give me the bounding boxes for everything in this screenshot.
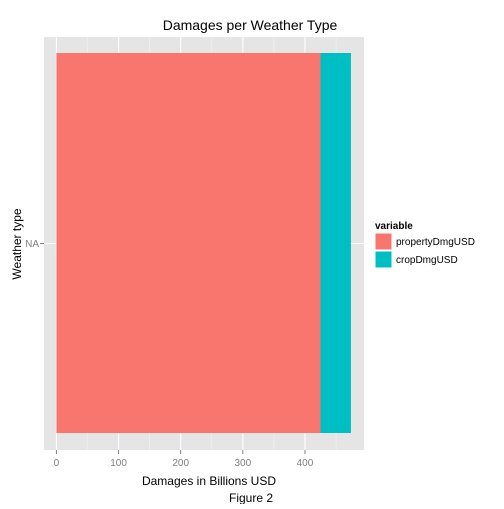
x-tick-label: 0 xyxy=(54,458,60,469)
legend: variable propertyDmgUSD cropDmgUSD xyxy=(374,221,475,269)
chart-title: Damages per Weather Type xyxy=(163,17,338,33)
x-tick-label: 400 xyxy=(297,458,314,469)
x-tick-label: 100 xyxy=(110,458,127,469)
x-tick-label: 300 xyxy=(234,458,251,469)
bar-cropDmgUSD xyxy=(320,53,351,433)
legend-label: propertyDmgUSD xyxy=(396,237,475,248)
legend-key-propertyDmgUSD xyxy=(374,232,393,251)
y-axis: NA xyxy=(25,239,44,250)
x-axis: 0 100 200 300 400 xyxy=(54,450,314,469)
figure-caption: Figure 2 xyxy=(229,491,273,504)
bar-propertyDmgUSD xyxy=(56,53,321,433)
y-axis-label: Weather type xyxy=(10,208,24,279)
bars xyxy=(56,53,351,433)
y-tick-label: NA xyxy=(25,239,39,250)
x-axis-label: Damages in Billions USD xyxy=(142,474,276,488)
legend-key-cropDmgUSD xyxy=(374,250,393,269)
legend-title: variable xyxy=(375,221,413,232)
legend-label: cropDmgUSD xyxy=(396,255,458,266)
x-tick-label: 200 xyxy=(172,458,189,469)
